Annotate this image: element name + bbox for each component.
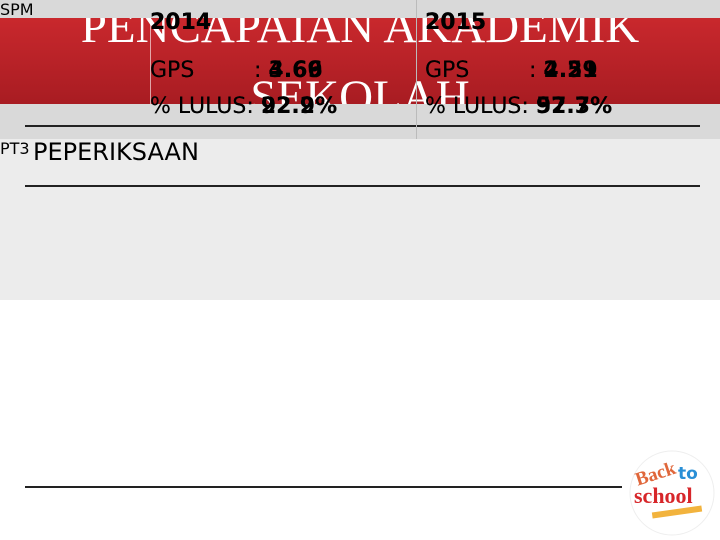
rule (25, 185, 700, 187)
title: PENCAPAIAN AKADEMIK (80, 18, 640, 53)
title: SEKOLAH (250, 71, 470, 105)
exam-label: PT3 (0, 139, 30, 158)
gps-label: GPS (425, 58, 470, 83)
gps-colon: : (529, 58, 537, 83)
gps-colon: : (254, 58, 262, 83)
table-row: PT3 2014 GPS: 3.69% LULUS: 22.2% 2015 GPS: 2… (0, 10, 720, 300)
table-cell: 2014 GPS: 4.66% LULUS: 92.9% (150, 0, 410, 540)
pass-label: % LULUS: (425, 94, 529, 119)
pass-rate: % LULUS: 92.7% (425, 94, 612, 119)
pass-value: 92.7% (535, 94, 613, 119)
gps-value: 4.21 (543, 58, 598, 83)
pass-rate: % LULUS: 57.3% (425, 94, 612, 119)
year: 2014 (150, 10, 212, 35)
pass-value: 22.2% (260, 94, 338, 119)
gps-label: GPS (150, 58, 195, 83)
gps-label: GPS (425, 58, 470, 83)
title-banner: PENCAPAIAN AKADEMIK SEKOLAH (0, 18, 720, 104)
gps-colon: : (529, 58, 537, 83)
pass-value: 92.9% (260, 94, 338, 119)
sticker-text: school (634, 483, 693, 508)
pass-label: % LULUS: (150, 94, 254, 119)
table-cell: 2014 GPS: 3.69% LULUS: 22.2% (150, 0, 410, 540)
table-cell: 2015 GPS: 4.21% LULUS: 92.7% (425, 0, 685, 540)
pass-value: 57.3% (535, 94, 613, 119)
pass-label: % LULUS: (150, 94, 254, 119)
rule (25, 486, 700, 488)
year: 2014 (150, 10, 212, 35)
pass-rate: % LULUS: 22.2% (150, 94, 337, 119)
gps-label: GPS (150, 58, 195, 83)
divider (150, 18, 151, 104)
gps-value: 2.59 (543, 58, 598, 83)
pass-rate: % LULUS: 92.9% (150, 94, 337, 119)
exam-label: SPM (0, 0, 34, 19)
column-divider (416, 0, 417, 139)
back-to-school-sticker: Back to school (622, 443, 720, 540)
gps-value: 3.69 (268, 58, 323, 83)
gps-value: : 4.66 (254, 58, 323, 83)
year: 2015 (425, 10, 487, 35)
sticker-text: to (678, 464, 698, 484)
gps-value: : 3.69 (254, 58, 323, 83)
table-caption: PEPERIKSAAN (33, 138, 199, 166)
rule (25, 125, 700, 127)
pass-label: % LULUS: (425, 94, 529, 119)
gps-colon: : (254, 58, 262, 83)
table-cell: 2015 GPS: 2.59% LULUS: 57.3% (425, 0, 685, 540)
year: 2015 (425, 10, 487, 35)
gps-value: : 4.21 (529, 58, 598, 83)
gps-value: : 2.59 (529, 58, 598, 83)
gps-value: 4.66 (268, 58, 323, 83)
